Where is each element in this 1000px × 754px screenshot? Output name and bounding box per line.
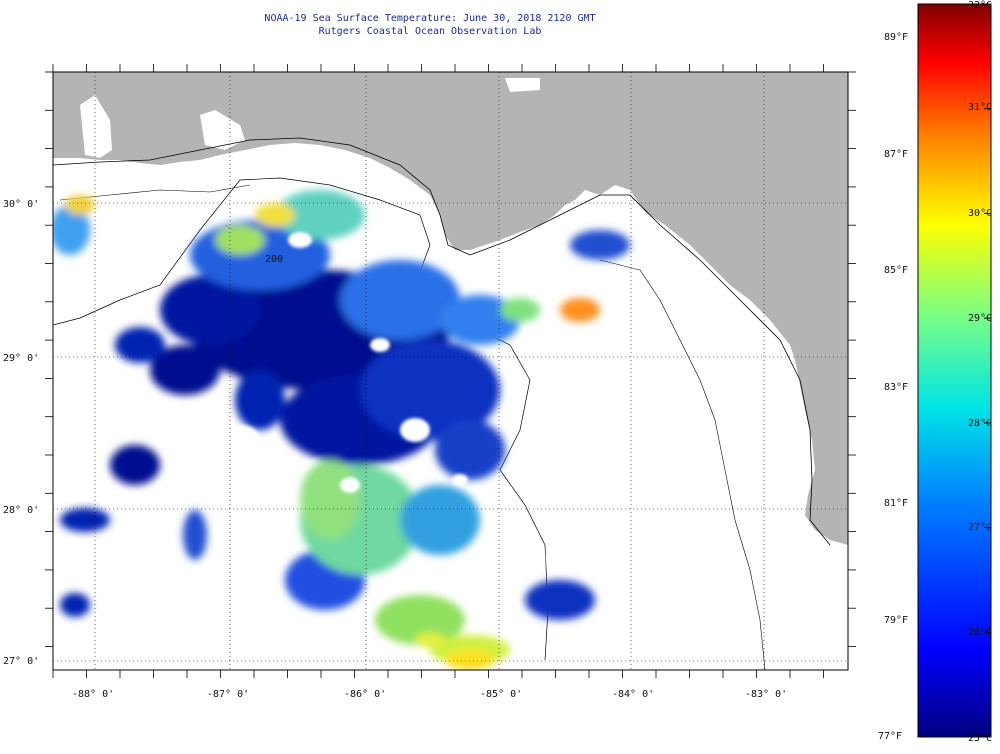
map-title: NOAA-19 Sea Surface Temperature: June 30… (264, 13, 596, 24)
cb-c-26: 26°C (968, 627, 993, 638)
axis-ticks (45, 64, 856, 678)
land-mass (53, 72, 848, 545)
cb-c-29: 29°C (968, 313, 993, 324)
lon-label-85: -85° 0' (480, 689, 522, 700)
cb-f-85: 85°F (884, 265, 909, 276)
lon-label-83: -83° 0' (745, 689, 787, 700)
colorbar (917, 3, 992, 738)
cb-f-81: 81°F (884, 498, 909, 509)
cb-f-87: 87°F (884, 149, 909, 160)
cb-c-25: 25°C (968, 733, 993, 744)
cb-c-32: 32°C (968, 0, 993, 11)
contour-label: 200 (265, 254, 283, 265)
cb-f-79: 79°F (884, 615, 909, 626)
cb-f-77: 77°F (878, 731, 903, 742)
cb-f-89: 89°F (884, 32, 909, 43)
cb-c-27: 27°C (968, 522, 993, 533)
lat-label-29: 29° 0' (3, 353, 39, 364)
map-subtitle: Rutgers Coastal Ocean Observation Lab (318, 26, 542, 37)
cb-c-30: 30°C (968, 208, 993, 219)
lon-label-88: -88° 0' (72, 689, 114, 700)
cb-c-28: 28°C (968, 418, 993, 429)
lon-label-84: -84° 0' (612, 689, 654, 700)
cb-c-31: 31°C (968, 102, 993, 113)
graticule (53, 72, 848, 670)
cb-f-83: 83°F (884, 382, 909, 393)
lon-label-87: -87° 0' (207, 689, 249, 700)
lon-label-86: -86° 0' (344, 689, 386, 700)
lat-label-30: 30° 0' (3, 199, 39, 210)
lat-label-28: 28° 0' (3, 505, 39, 516)
sst-field (53, 190, 630, 670)
lat-label-27: 27° 0' (3, 656, 39, 667)
